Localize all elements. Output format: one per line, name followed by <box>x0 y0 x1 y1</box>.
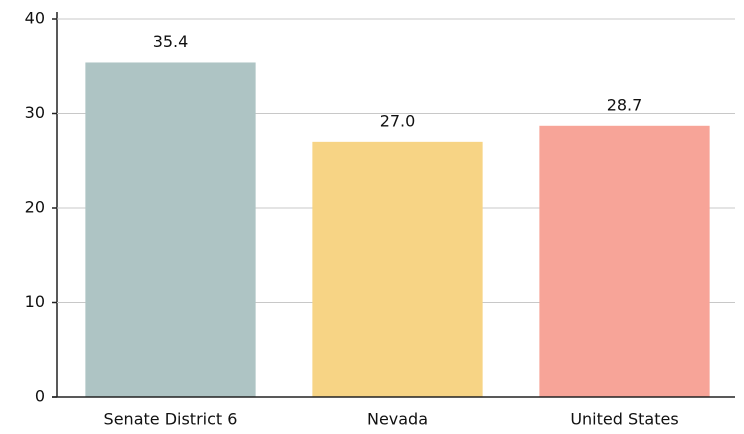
x-tick-label: United States <box>570 410 678 429</box>
x-tick-label: Nevada <box>367 410 428 429</box>
data-label: 28.7 <box>607 95 643 114</box>
bar <box>539 125 710 397</box>
data-label: 35.4 <box>153 32 189 51</box>
y-tick-label: 40 <box>25 9 45 28</box>
y-tick-label: 20 <box>25 198 45 217</box>
y-tick-label: 10 <box>25 292 45 311</box>
bar <box>312 141 483 397</box>
bar <box>85 62 256 397</box>
x-tick-label: Senate District 6 <box>104 410 238 429</box>
y-tick-label: 30 <box>25 103 45 122</box>
data-label: 27.0 <box>380 111 416 130</box>
y-tick-label: 0 <box>35 387 45 406</box>
